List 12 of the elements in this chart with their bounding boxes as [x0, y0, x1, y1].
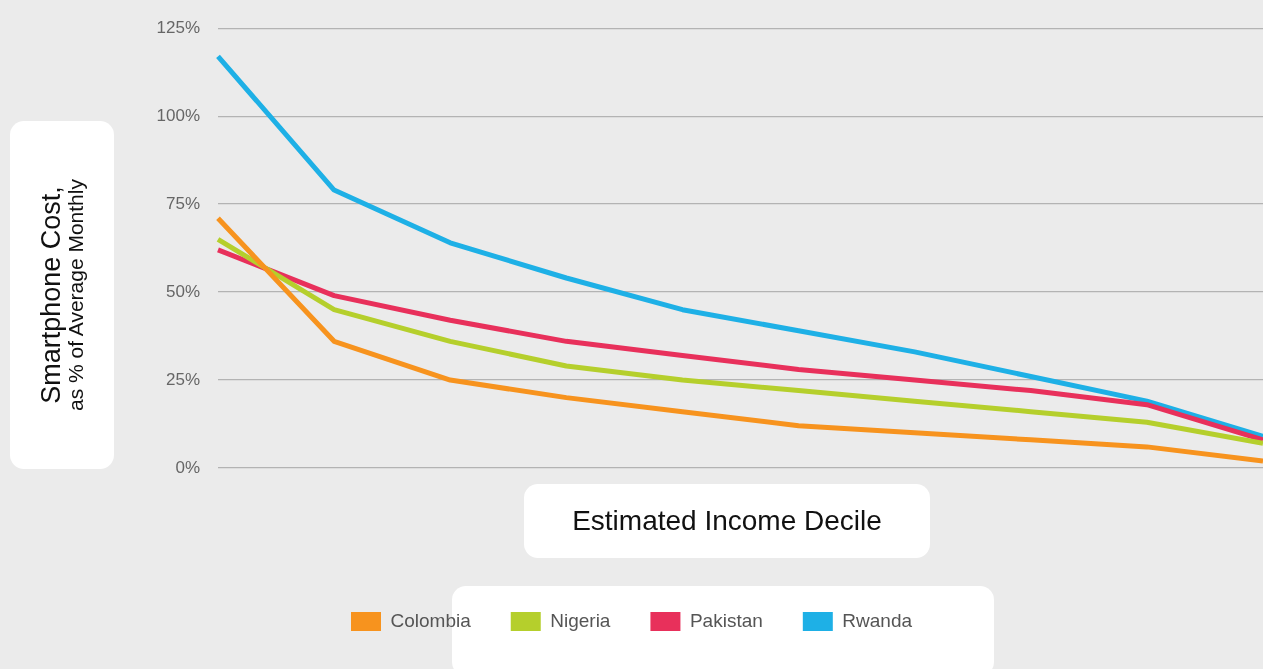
legend-label: Colombia [390, 609, 472, 631]
y-tick-label: 100% [156, 105, 200, 125]
y-tick-label: 0% [175, 457, 200, 477]
x-axis-title: Estimated Income Decile [524, 484, 930, 558]
y-tick-label: 75% [165, 193, 200, 213]
legend-label: Pakistan [689, 609, 763, 631]
legend-label: Rwanda [842, 609, 913, 631]
legend-label: Nigeria [550, 609, 611, 631]
y-tick-label: 25% [165, 369, 200, 389]
y-tick-label: 50% [165, 281, 200, 301]
y-axis-title: Smartphone Cost, as % of Average Monthly [35, 179, 88, 411]
y-tick-label: 125% [156, 17, 200, 37]
